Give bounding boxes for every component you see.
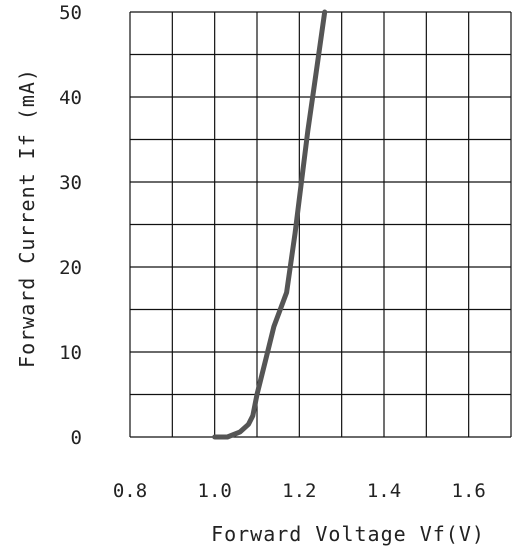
x-tick-label: 1.2	[282, 480, 316, 502]
y-tick-label: 20	[59, 257, 82, 279]
y-tick-label: 40	[59, 87, 82, 109]
x-tick-label: 1.4	[367, 480, 401, 502]
x-tick-label: 0.8	[113, 480, 147, 502]
y-tick-label: 50	[59, 2, 82, 24]
series-line	[212, 9, 328, 440]
x-axis-label: Forward Voltage Vf(V)	[211, 522, 485, 546]
y-tick-label: 10	[59, 342, 82, 364]
chart-grid	[129, 11, 512, 438]
y-tick-label: 0	[71, 427, 82, 449]
x-tick-labels: 0.8 1.0 1.2 1.4 1.6	[113, 480, 486, 502]
y-axis-label: Forward Current If (mA)	[15, 68, 39, 368]
x-tick-label: 1.0	[198, 480, 232, 502]
x-tick-label: 1.6	[452, 480, 486, 502]
y-tick-label: 30	[59, 172, 82, 194]
chart-series	[212, 9, 328, 440]
y-tick-labels: 0 10 20 30 40 50	[59, 2, 82, 449]
